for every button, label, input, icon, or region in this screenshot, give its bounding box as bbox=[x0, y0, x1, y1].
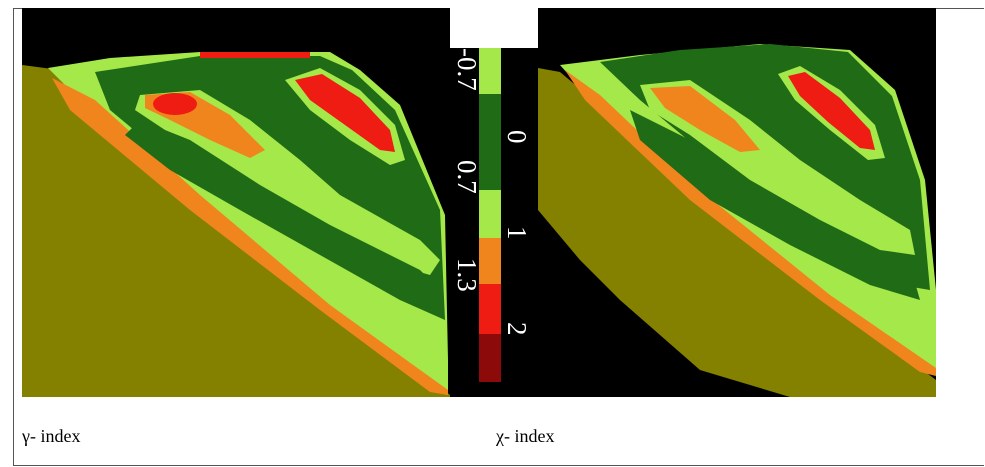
gamma-index-map bbox=[22, 8, 450, 397]
right-orange-blob bbox=[650, 86, 760, 152]
colorbar-tick-label: 0.7 bbox=[452, 160, 482, 194]
colorbar-bin-2 bbox=[479, 94, 501, 190]
left-orange-band bbox=[52, 78, 448, 395]
colorbar-bin-3 bbox=[479, 190, 501, 238]
chi-index-map bbox=[538, 8, 936, 397]
colorbar-bin-4 bbox=[479, 238, 501, 284]
colorbar-tick-label: 1.3 bbox=[452, 258, 482, 292]
colorbar-tick-label: 1 bbox=[502, 226, 532, 240]
left-red-blob-small bbox=[153, 93, 197, 115]
colorbar-bin-1 bbox=[479, 48, 501, 94]
right-lobe-red bbox=[788, 72, 875, 150]
colorbar-tick-label: 0 bbox=[502, 130, 532, 144]
colorbar-white-cap bbox=[450, 8, 538, 48]
right-orange-band bbox=[565, 70, 936, 376]
left-lobe-red bbox=[295, 74, 395, 152]
right-inner-dark-stripe bbox=[630, 110, 920, 300]
left-inner-dark-stripe bbox=[125, 120, 440, 310]
left-top-red-strip bbox=[200, 52, 310, 58]
colorbar-bin-6 bbox=[479, 334, 501, 382]
gamma-index-caption: γ- index bbox=[22, 426, 81, 446]
chi-index-caption: χ- index bbox=[496, 426, 555, 446]
colorbar: -0.7 0 0.7 1 1.3 2 bbox=[450, 8, 538, 397]
colorbar-tick-label: -0.7 bbox=[452, 48, 482, 91]
colorbar-bin-5 bbox=[479, 284, 501, 334]
colorbar-tick-label: 2 bbox=[502, 322, 532, 336]
